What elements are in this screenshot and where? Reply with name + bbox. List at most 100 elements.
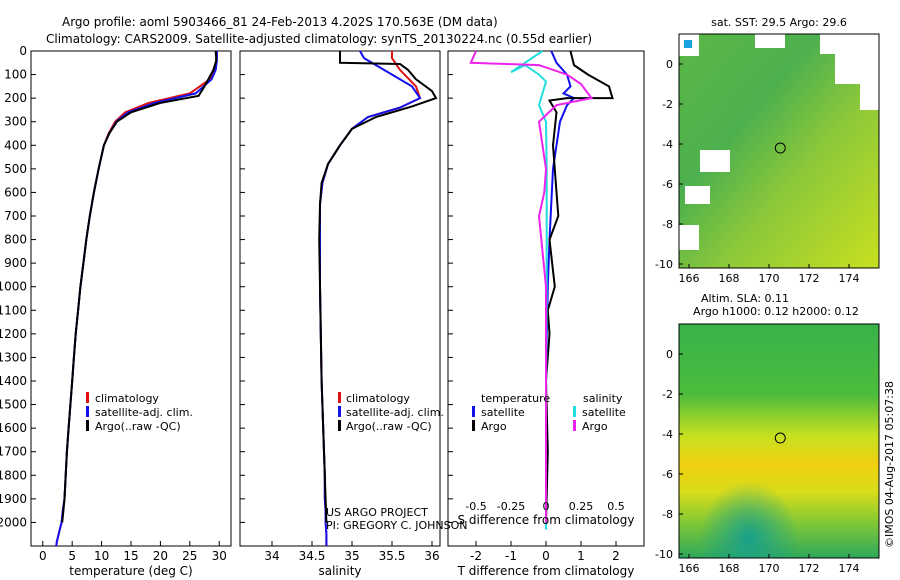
map-y-tick-label: -8 xyxy=(662,508,673,521)
temperature-series xyxy=(55,50,218,547)
map-y-tick-label: -6 xyxy=(662,178,673,191)
x-tick-label: -1 xyxy=(505,549,517,563)
x-tick-label: 15 xyxy=(123,549,138,563)
temperature-axis-label: temperature (deg C) xyxy=(69,564,192,578)
series-salinity-satellite xyxy=(510,50,548,530)
series-climatology xyxy=(319,51,422,546)
x-tick-label: 0 xyxy=(39,549,47,563)
legend-label-satellite: satellite-adj. clim. xyxy=(95,406,193,419)
map-y-tick-label: -2 xyxy=(662,98,673,111)
depth-tick-label: 2000 xyxy=(0,515,27,529)
x-tick-label: 1 xyxy=(577,549,585,563)
cloud-patch xyxy=(820,34,880,54)
sla-map xyxy=(678,323,880,559)
map-x-tick-label: 170 xyxy=(759,562,780,575)
map-x-tick-label: 166 xyxy=(679,562,700,575)
x-tick-label: 10 xyxy=(94,549,109,563)
legend-label-argo: Argo(..raw -QC) xyxy=(346,420,432,433)
x-tick-label: 2 xyxy=(612,549,620,563)
series-satellite-adj-clim- xyxy=(319,50,422,546)
depth-tick-label: 900 xyxy=(4,256,27,270)
x-tick-label: 5 xyxy=(68,549,76,563)
legend-label-t-argo: Argo xyxy=(481,420,507,433)
sst-profile-marker xyxy=(774,142,786,154)
project-annotation: US ARGO PROJECT xyxy=(326,506,428,519)
sst-map-title: sat. SST: 29.5 Argo: 29.6 xyxy=(711,16,847,29)
x-tick-label: 25 xyxy=(182,549,197,563)
x-tick-label: 0 xyxy=(542,549,550,563)
x-tick-label: -2 xyxy=(470,549,482,563)
sst-map-ticks: 166 168 170 172 174 0 -2 -4 -6 -8 -10 xyxy=(655,58,859,285)
sla-map-title: Altim. SLA: 0.11 xyxy=(701,292,789,305)
x-tick-label: 34 xyxy=(264,549,279,563)
map-x-tick-label: 172 xyxy=(799,272,820,285)
depth-tick-label: 1200 xyxy=(0,327,27,341)
x-tick-label: 30 xyxy=(212,549,227,563)
x-tick-label: 20 xyxy=(153,549,168,563)
sst-map xyxy=(678,33,880,269)
map-x-tick-label: 168 xyxy=(719,562,740,575)
map-x-tick-label: 170 xyxy=(759,272,780,285)
series-climatology xyxy=(55,50,218,547)
legend-swatch-satellite xyxy=(86,406,89,417)
legend-swatch-s-argo xyxy=(573,420,576,431)
difference-x-ticks: -2 -1 0 1 2 -0.5 -0.25 0 0.25 0.5 xyxy=(465,500,624,563)
depth-tick-label: 1500 xyxy=(0,398,27,412)
map-y-tick-label: 0 xyxy=(666,58,673,71)
legend-label-climatology: climatology xyxy=(95,392,159,405)
legend-swatch-climatology xyxy=(338,392,341,403)
sla-map-frame xyxy=(678,323,880,559)
legend-swatch-satellite xyxy=(338,406,341,417)
map-y-tick-label: -8 xyxy=(662,218,673,231)
s-difference-axis-label: S difference from climatology xyxy=(458,513,635,527)
legend-title-temperature: temperature xyxy=(481,392,550,405)
legend-swatch-argo xyxy=(338,420,341,431)
map-x-tick-label: 168 xyxy=(719,272,740,285)
x-tick-label: 34.5 xyxy=(299,549,326,563)
depth-tick-label: 1300 xyxy=(0,350,27,364)
depth-tick-label: 700 xyxy=(4,209,27,223)
salinity-legend: climatology satellite-adj. clim. Argo(..… xyxy=(338,392,444,433)
depth-tick-label: 300 xyxy=(4,115,27,129)
series-satellite-adj-clim- xyxy=(55,51,218,547)
header-line-2: Climatology: CARS2009. Satellite-adjuste… xyxy=(46,32,592,46)
series-salinity-argo xyxy=(469,50,594,523)
x-tick-label: 35.5 xyxy=(379,549,406,563)
map-y-tick-label: -4 xyxy=(662,138,673,151)
map-y-tick-label: 0 xyxy=(666,348,673,361)
depth-tick-label: 100 xyxy=(4,68,27,82)
temperature-panel-frame xyxy=(30,50,232,547)
difference-series xyxy=(469,50,614,530)
depth-tick-label: 400 xyxy=(4,138,27,152)
depth-tick-label: 1100 xyxy=(0,303,27,317)
depth-tick-label: 200 xyxy=(4,91,27,105)
depth-tick-label: 1700 xyxy=(0,445,27,459)
cloud-patch xyxy=(755,34,785,48)
depth-axis-ticks: 0 100 200 300 400 500 600 700 800 900 1000 1100 1200… xyxy=(0,44,453,529)
difference-legend: temperature salinity satellite Argo sate… xyxy=(472,392,626,433)
header-line-1: Argo profile: aoml 5903466_81 24-Feb-201… xyxy=(62,15,498,29)
depth-tick-label: 1800 xyxy=(0,468,27,482)
salinity-axis-label: salinity xyxy=(318,564,361,578)
legend-swatch-t-satellite xyxy=(472,406,475,417)
depth-tick-label: 600 xyxy=(4,185,27,199)
depth-tick-label: 1400 xyxy=(0,374,27,388)
map-x-tick-label: 166 xyxy=(679,272,700,285)
legend-label-s-satellite: satellite xyxy=(582,406,626,419)
legend-swatch-argo xyxy=(86,420,89,431)
legend-swatch-t-argo xyxy=(472,420,475,431)
sla-map-subtitle: Argo h1000: 0.12 h2000: 0.12 xyxy=(693,305,859,318)
map-y-tick-label: -10 xyxy=(655,258,673,271)
legend-label-climatology: climatology xyxy=(346,392,410,405)
temperature-legend: climatology satellite-adj. clim. Argo(..… xyxy=(86,392,193,433)
series-argo-raw-qc- xyxy=(61,50,218,523)
legend-label-satellite: satellite-adj. clim. xyxy=(346,406,444,419)
salinity-panel-frame xyxy=(239,50,441,547)
cloud-patch xyxy=(835,54,880,84)
legend-swatch-s-satellite xyxy=(573,406,576,417)
legend-label-s-argo: Argo xyxy=(582,420,608,433)
map-x-tick-label: 174 xyxy=(839,272,860,285)
x2-tick-label: -0.25 xyxy=(497,500,525,513)
series-temperature-argo xyxy=(544,50,614,523)
